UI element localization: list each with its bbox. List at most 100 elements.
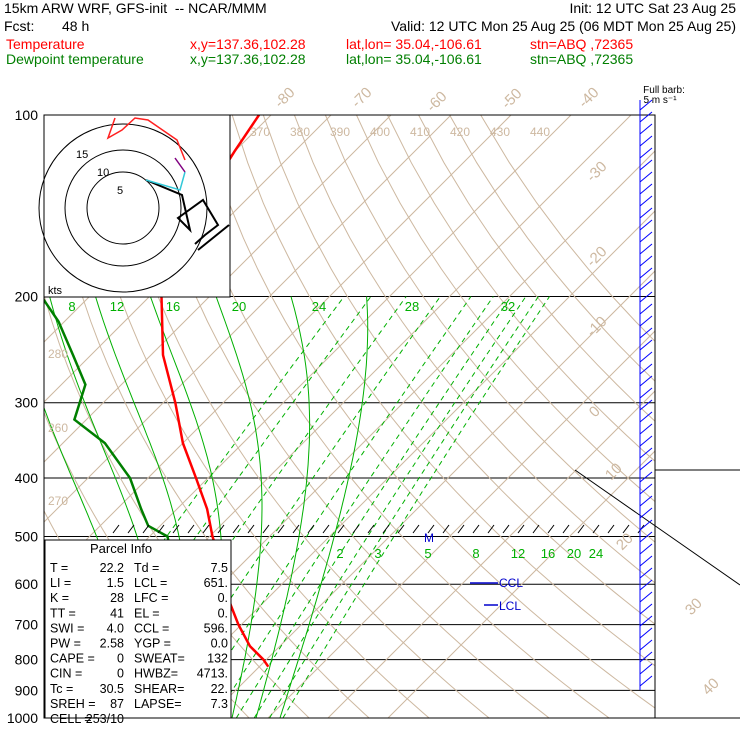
dry-adiabat bbox=[231, 115, 655, 667]
mixing-ratio-line bbox=[235, 296, 512, 718]
hatch-tick bbox=[607, 524, 615, 534]
parcel-info-key: YGP = bbox=[134, 637, 171, 651]
parcel-info-value: 7.5 bbox=[211, 561, 228, 575]
moist-adiabat bbox=[215, 296, 263, 718]
barb-title: Full barb: bbox=[643, 85, 685, 96]
parcel-info-key: PW = bbox=[50, 637, 81, 651]
wind-barb bbox=[639, 315, 653, 327]
hatch-tick bbox=[292, 524, 300, 534]
barb-speed-label: 5 m s⁻¹ bbox=[643, 95, 677, 106]
mixing-ratio-line bbox=[253, 296, 527, 718]
parcel-info-key: T = bbox=[50, 561, 68, 575]
hodograph-trace-upper bbox=[145, 171, 186, 191]
isotherm-line bbox=[147, 210, 655, 718]
dry-adiabat bbox=[138, 115, 550, 718]
hatch-tick bbox=[217, 524, 225, 534]
theta-label-left: 260 bbox=[48, 421, 68, 435]
hodograph-ring-label: 10 bbox=[97, 167, 109, 179]
dry-adiabat bbox=[107, 115, 490, 718]
parcel-info-value: 4.0 bbox=[107, 621, 124, 635]
hodograph-units: kts bbox=[48, 285, 63, 297]
parcel-info-key: LFC = bbox=[134, 591, 168, 605]
wind-barb bbox=[639, 447, 653, 459]
theta-label-left: 270 bbox=[48, 494, 68, 508]
mixing-ratio-label-upper: 16 bbox=[166, 299, 180, 314]
wind-barb bbox=[639, 183, 653, 195]
mixing-ratio-label-lower: 16 bbox=[541, 546, 555, 561]
parcel-info-key: K = bbox=[50, 591, 69, 605]
wind-barb bbox=[639, 495, 653, 507]
hatch-tick bbox=[502, 524, 510, 534]
hatch-tick bbox=[532, 524, 540, 534]
plot-frame bbox=[43, 114, 656, 719]
isotherm-line bbox=[207, 270, 655, 718]
mixing-ratio-label-upper: 20 bbox=[232, 299, 246, 314]
wind-barb bbox=[639, 363, 653, 375]
temperature-station: stn=ABQ ,72365 bbox=[530, 36, 634, 52]
parcel-info-value: 0. bbox=[218, 591, 228, 605]
parcel-info-value: 1.5 bbox=[107, 576, 124, 590]
wind-barb bbox=[639, 243, 653, 255]
parcel-info-value: 0 bbox=[117, 652, 124, 666]
forecast-label: Fcst: bbox=[4, 18, 35, 34]
parcel-info-value: 87 bbox=[110, 697, 124, 711]
temperature-latlon: lat,lon= 35.04,-106.61 bbox=[346, 36, 482, 52]
isotherm-label-right: -10 bbox=[583, 313, 610, 340]
lcl-label: LCL bbox=[499, 599, 521, 613]
parcel-info-value: 22. bbox=[211, 682, 228, 696]
wind-barb bbox=[639, 279, 653, 291]
parcel-info-value: 2.58 bbox=[100, 637, 124, 651]
mixing-ratio-line bbox=[214, 296, 494, 718]
parcel-info-key: LAPSE= bbox=[134, 697, 182, 711]
theta-label-left: 280 bbox=[48, 347, 68, 361]
dewpoint-station: stn=ABQ ,72365 bbox=[530, 51, 634, 67]
wind-barb bbox=[639, 351, 653, 363]
parcel-info-value: 28 bbox=[110, 591, 124, 605]
wind-barb bbox=[639, 459, 653, 471]
wind-barb bbox=[639, 663, 653, 675]
isotherm-label-right: 10 bbox=[602, 460, 626, 484]
temperature-legend: Temperature bbox=[6, 36, 85, 52]
pressure-tick-label: 800 bbox=[15, 652, 39, 668]
wind-barb bbox=[639, 147, 653, 159]
hatch-tick bbox=[592, 524, 600, 534]
wind-barb bbox=[639, 171, 653, 183]
theta-label: 370 bbox=[250, 125, 270, 139]
parcel-info-value: 0.0 bbox=[211, 637, 228, 651]
mixing-ratio-label-lower: 20 bbox=[567, 546, 581, 561]
hodograph-trace-top bbox=[106, 117, 186, 161]
dewpoint-legend: Dewpoint temperature bbox=[6, 51, 144, 67]
parcel-info-key: CAPE = bbox=[50, 652, 95, 666]
wind-barb bbox=[639, 267, 653, 279]
parcel-info-key: CCL = bbox=[134, 621, 169, 635]
isotherm-label-right: -30 bbox=[583, 158, 610, 185]
hatch-tick bbox=[517, 524, 525, 534]
isotherm-label-right: 40 bbox=[699, 675, 723, 699]
hatch-tick bbox=[247, 524, 255, 534]
parcel-info-key: CIN = bbox=[50, 667, 82, 681]
pressure-tick-label: 400 bbox=[15, 470, 39, 486]
hatch-tick bbox=[277, 524, 285, 534]
pressure-tick-label: 1000 bbox=[7, 710, 38, 726]
hatch-tick bbox=[562, 524, 570, 534]
wind-barb bbox=[639, 159, 653, 171]
parcel-info-key: LI = bbox=[50, 576, 71, 590]
hatch-tick bbox=[262, 524, 270, 534]
hatch-tick bbox=[397, 524, 405, 534]
dry-adiabat bbox=[0, 115, 9, 718]
parcel-info-key: SREH = bbox=[50, 697, 96, 711]
parcel-info-key: HWBZ= bbox=[134, 667, 178, 681]
parcel-info-value: 22.2 bbox=[100, 561, 124, 575]
dry-adiabat bbox=[293, 115, 655, 584]
isotherm-line bbox=[44, 115, 392, 463]
dry-adiabat bbox=[418, 115, 655, 422]
valid-time: Valid: 12 UTC Mon 25 Aug 25 (06 MDT Mon … bbox=[390, 18, 736, 34]
parcel-info-value: 0. bbox=[218, 606, 228, 620]
hatch-tick bbox=[202, 524, 210, 534]
hodograph-ring bbox=[64, 149, 182, 267]
wind-barb bbox=[639, 519, 653, 531]
pressure-tick-label: 700 bbox=[15, 617, 39, 633]
hodograph-ring-label: 15 bbox=[76, 149, 88, 161]
dry-adiabat bbox=[480, 115, 655, 343]
